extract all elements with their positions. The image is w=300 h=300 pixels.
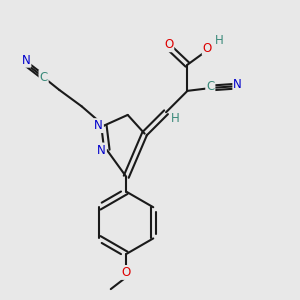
Text: H: H — [171, 112, 179, 125]
Text: C: C — [206, 80, 214, 93]
Text: N: N — [233, 78, 242, 92]
Text: H: H — [215, 34, 224, 47]
Text: N: N — [97, 143, 106, 157]
Text: O: O — [164, 38, 173, 51]
Text: N: N — [22, 54, 30, 67]
Text: C: C — [40, 71, 48, 84]
Text: N: N — [94, 119, 103, 132]
Text: O: O — [122, 266, 131, 279]
Text: O: O — [203, 42, 212, 55]
